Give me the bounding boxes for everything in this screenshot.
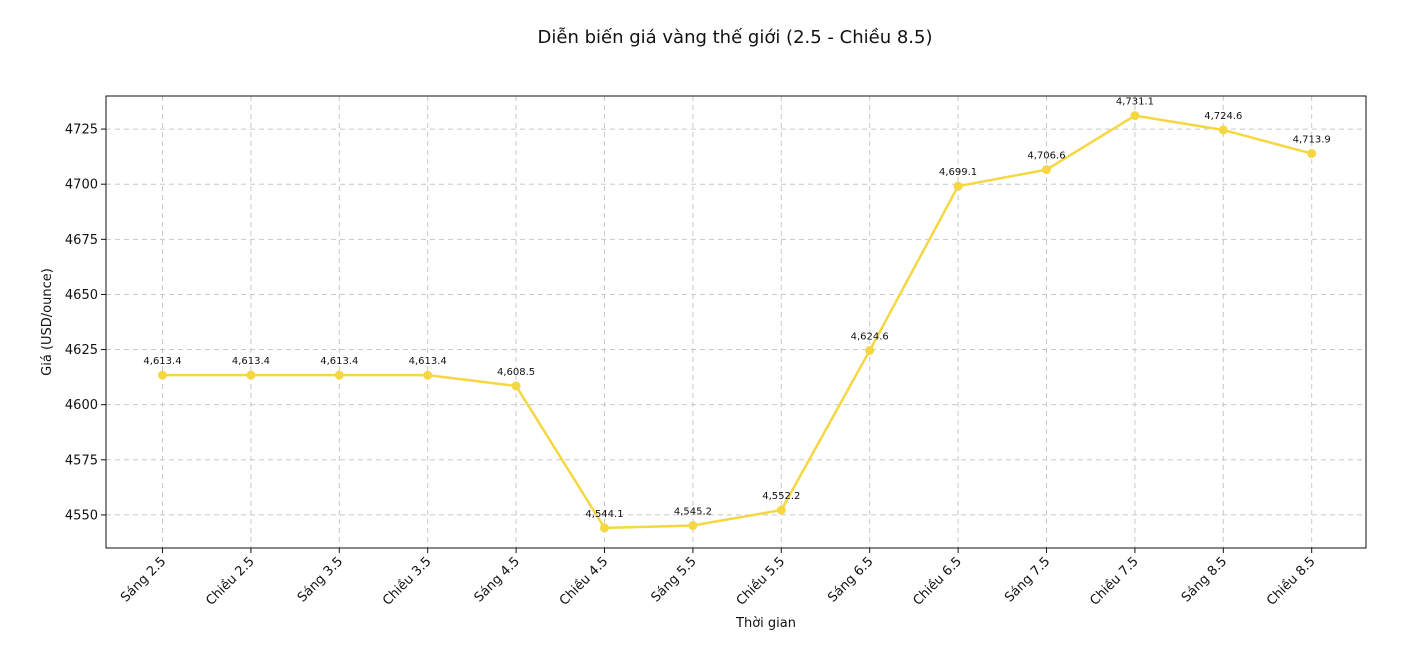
data-point (776, 505, 786, 515)
data-label: 4,608.5 (497, 367, 535, 378)
data-point (953, 181, 963, 191)
data-label: 4,613.4 (320, 356, 358, 367)
series-line (162, 114, 1313, 530)
y-axis: 4550 4575 4600 4625 4650 4675 4700 4725 (65, 123, 106, 523)
x-tick-label: Sáng 5.5 (648, 554, 699, 605)
data-label: 4,613.4 (143, 356, 181, 367)
data-label: 4,545.2 (674, 507, 712, 518)
data-label: 4,624.6 (851, 331, 889, 342)
y-axis-title: Giá (USD/ounce) (40, 268, 55, 376)
data-point (600, 523, 609, 533)
x-axis: Sáng 2.5 Chiều 2.5 Sáng 3.5 Chiều 3.5 Sáng 4… (118, 548, 1319, 609)
chart-title: Diễn biến giá vàng thế giới (2.5 - Chiều… (537, 27, 933, 48)
data-label: 4,706.6 (1027, 151, 1065, 162)
grid (106, 96, 1366, 548)
plot-frame (105, 95, 1367, 549)
x-tick-label: Sáng 6.5 (825, 554, 876, 605)
x-tick-label: Chiều 2.5 (203, 554, 257, 608)
y-tick-label: 4675 (65, 233, 98, 248)
x-tick-label: Sáng 8.5 (1179, 554, 1230, 605)
data-point (511, 381, 521, 391)
data-label: 4,724.6 (1204, 111, 1242, 122)
x-tick-label: Sáng 3.5 (295, 554, 346, 605)
x-tick-label: Chiều 4.5 (557, 554, 611, 608)
y-tick-label: 4700 (65, 178, 98, 193)
data-label: 4,699.1 (939, 167, 977, 178)
data-point (865, 345, 875, 355)
data-label: 4,613.4 (232, 356, 270, 367)
data-label: 4,713.9 (1293, 135, 1331, 146)
data-point (334, 370, 344, 380)
y-tick-label: 4725 (65, 123, 98, 138)
x-tick-label: Sáng 2.5 (118, 554, 169, 605)
data-point (1218, 125, 1228, 135)
data-label: 4,731.1 (1116, 97, 1154, 108)
y-tick-label: 4600 (65, 398, 98, 413)
data-point (1130, 111, 1140, 121)
x-axis-title: Thời gian (735, 616, 796, 631)
data-label: 4,544.1 (585, 509, 623, 520)
y-tick-label: 4550 (65, 508, 98, 523)
x-tick-label: Chiều 7.5 (1087, 554, 1141, 608)
x-tick-label: Chiều 5.5 (734, 554, 788, 608)
x-tick-label: Sáng 4.5 (472, 554, 523, 605)
y-tick-label: 4650 (65, 288, 98, 303)
x-tick-label: Chiều 8.5 (1264, 554, 1318, 608)
data-point (1307, 149, 1317, 159)
data-point (158, 370, 167, 380)
data-label: 4,613.4 (409, 356, 447, 367)
data-point (688, 521, 698, 531)
data-label: 4,552.2 (762, 491, 800, 502)
x-tick-label: Chiều 3.5 (380, 554, 434, 608)
y-tick-label: 4625 (65, 343, 98, 358)
data-point (423, 370, 433, 380)
data-point (246, 370, 256, 380)
x-tick-label: Sáng 7.5 (1002, 554, 1053, 605)
data-points (158, 111, 1317, 533)
x-tick-label: Chiều 6.5 (910, 554, 964, 608)
y-tick-label: 4575 (65, 453, 98, 468)
data-point (1042, 165, 1051, 175)
data-labels: 4,613.4 4,613.4 4,613.4 4,613.4 4,608.5 4,544… (143, 97, 1330, 520)
